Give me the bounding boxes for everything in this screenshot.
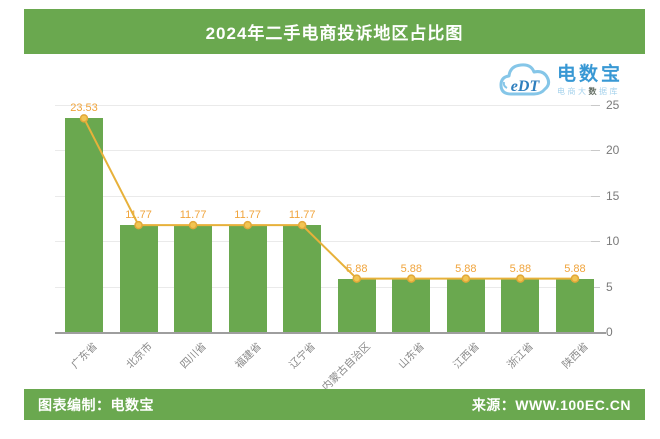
y-axis-tick <box>591 105 600 106</box>
source-footer-bar: 图表编制：电数宝 来源：WWW.100EC.CN <box>24 389 645 420</box>
bar-江西省 <box>446 278 485 332</box>
value-label: 11.77 <box>125 209 152 222</box>
y-axis-tick-label: 20 <box>606 143 620 158</box>
value-label: 11.77 <box>179 209 207 222</box>
value-label: 11.77 <box>234 209 261 222</box>
y-axis-tick <box>591 150 600 152</box>
value-label: 5.88 <box>455 262 477 275</box>
y-axis-tick-label: 0 <box>606 325 613 339</box>
gridline <box>55 286 598 288</box>
y-axis-tick <box>591 286 600 288</box>
edt-logo-text: 电数宝 电商大数据库 <box>557 65 623 96</box>
y-axis-tick-label: 10 <box>606 234 620 249</box>
bar-陕西省 <box>555 278 594 332</box>
footer-source: 来源：WWW.100EC.CN <box>471 396 631 413</box>
bar-广东省 <box>65 118 103 332</box>
gridline <box>55 150 598 152</box>
bar-浙江省 <box>501 278 540 332</box>
y-axis-tick-label: 5 <box>606 279 613 294</box>
edt-cloud-icon: eDT <box>499 63 551 96</box>
value-label: 5.88 <box>346 262 368 275</box>
y-axis-tick <box>591 195 600 197</box>
edt-logo: eDT 电数宝 电商大数据库 <box>497 57 647 104</box>
y-axis-tick-label: 25 <box>606 98 620 112</box>
edt-brand-name: 电数宝 <box>557 64 624 85</box>
edt-initials: eDT <box>511 78 541 95</box>
bar-福建省 <box>228 225 267 332</box>
gridline <box>55 105 598 106</box>
footer-credit: 图表编制：电数宝 <box>38 396 154 413</box>
value-label: 11.77 <box>288 209 316 222</box>
value-label: 5.88 <box>509 262 532 275</box>
x-axis-line <box>55 332 606 334</box>
bar-山东省 <box>392 278 431 332</box>
page-title: 2024年二手电商投诉地区占比图 <box>205 24 464 43</box>
y-axis-tick <box>591 241 600 243</box>
gridline <box>55 195 598 197</box>
value-label: 23.53 <box>70 102 98 115</box>
bar-北京市 <box>119 225 158 332</box>
value-label: 5.88 <box>400 262 422 275</box>
value-label: 5.88 <box>564 262 586 275</box>
edt-tagline: 电商大数据库 <box>557 87 620 96</box>
bar-辽宁省 <box>283 225 322 332</box>
bar-内蒙古自治区 <box>337 278 376 332</box>
bar-四川省 <box>174 225 213 332</box>
chart-title-bar: 2024年二手电商投诉地区占比图 <box>24 9 645 54</box>
edt-tagline-mark: 数 <box>588 87 599 96</box>
y-axis-tick-label: 15 <box>606 188 620 203</box>
